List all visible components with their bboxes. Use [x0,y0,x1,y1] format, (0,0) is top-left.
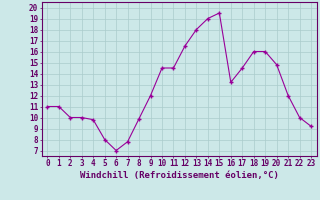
X-axis label: Windchill (Refroidissement éolien,°C): Windchill (Refroidissement éolien,°C) [80,171,279,180]
